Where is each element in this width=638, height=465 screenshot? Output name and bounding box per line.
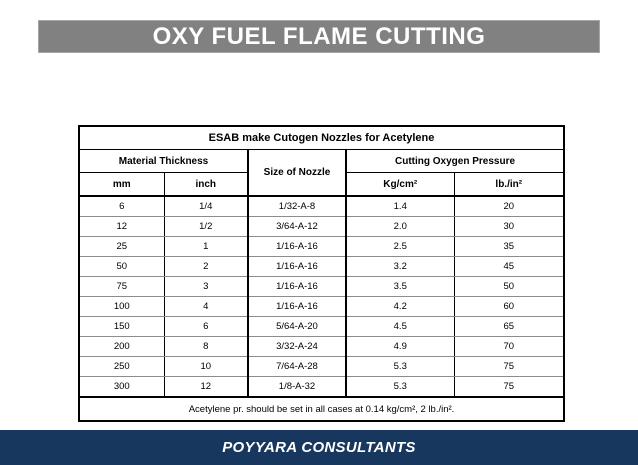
table-cell-lb: 20 <box>453 195 565 217</box>
table-cell-nozzle: 1/32-A-8 <box>247 195 347 217</box>
table-cell-inch: 1 <box>163 236 249 257</box>
table-cell-lb: 75 <box>453 376 565 398</box>
table-cell-nozzle: 3/64-A-12 <box>247 216 347 237</box>
table-cell-kg: 1.4 <box>345 195 455 217</box>
table-cell-lb: 65 <box>453 316 565 337</box>
table-row: 200 8 3/32-A-24 4.9 70 <box>78 336 565 357</box>
table-cell-lb: 35 <box>453 236 565 257</box>
table-cell-lb: 30 <box>453 216 565 237</box>
table-cell-inch: 2 <box>163 256 249 277</box>
table-cell-mm: 6 <box>78 195 165 217</box>
table-row: 250 10 7/64-A-28 5.3 75 <box>78 356 565 377</box>
table-row: 100 4 1/16-A-16 4.2 60 <box>78 296 565 317</box>
table-note: Acetylene pr. should be set in all cases… <box>78 396 565 422</box>
table-cell-kg: 2.0 <box>345 216 455 237</box>
table-cell-lb: 45 <box>453 256 565 277</box>
table-cell-mm: 50 <box>78 256 165 277</box>
table-cell-kg: 5.3 <box>345 356 455 377</box>
table-cell-mm: 75 <box>78 276 165 297</box>
table-cell-inch: 12 <box>163 376 249 398</box>
table-cell-inch: 1/4 <box>163 195 249 217</box>
table-row: 50 2 1/16-A-16 3.2 45 <box>78 256 565 277</box>
title-bar: OXY FUEL FLAME CUTTING <box>38 20 600 53</box>
slide-title: OXY FUEL FLAME CUTTING <box>152 22 486 50</box>
table-cell-lb: 70 <box>453 336 565 357</box>
table-row: 75 3 1/16-A-16 3.5 50 <box>78 276 565 297</box>
table-cell-mm: 300 <box>78 376 165 398</box>
table-cell-inch: 3 <box>163 276 249 297</box>
nozzle-table: ESAB make Cutogen Nozzles for Acetylene … <box>78 125 566 422</box>
table-row: 6 1/4 1/32-A-8 1.4 20 <box>78 195 565 217</box>
table-row: 150 6 5/64-A-20 4.5 65 <box>78 316 565 337</box>
col-size-of-nozzle: Size of Nozzle <box>247 149 347 197</box>
table-cell-mm: 25 <box>78 236 165 257</box>
table-cell-nozzle: 7/64-A-28 <box>247 356 347 377</box>
col-header-inch: inch <box>163 172 249 197</box>
table-cell-lb: 75 <box>453 356 565 377</box>
table-title: ESAB make Cutogen Nozzles for Acetylene <box>78 125 565 150</box>
table-cell-inch: 6 <box>163 316 249 337</box>
table-cell-nozzle: 1/8-A-32 <box>247 376 347 398</box>
table-cell-mm: 100 <box>78 296 165 317</box>
col-header-kg-cm2: Kg/cm² <box>345 172 455 197</box>
nozzle-table-body: 6 1/4 1/32-A-8 1.4 20 12 1/2 3/64-A-12 2.0 30 25 1 1… <box>78 195 565 398</box>
table-cell-inch: 10 <box>163 356 249 377</box>
table-cell-nozzle: 3/32-A-24 <box>247 336 347 357</box>
footer-bar: POYYARA CONSULTANTS <box>0 430 638 465</box>
table-sub-header-row: mm inch Kg/cm² lb./in² <box>78 172 565 197</box>
table-cell-kg: 4.9 <box>345 336 455 357</box>
col-header-mm: mm <box>78 172 165 197</box>
table-cell-nozzle: 1/16-A-16 <box>247 276 347 297</box>
table-cell-inch: 4 <box>163 296 249 317</box>
table-cell-nozzle: 1/16-A-16 <box>247 296 347 317</box>
table-cell-mm: 12 <box>78 216 165 237</box>
table-cell-kg: 3.2 <box>345 256 455 277</box>
col-group-cutting-oxygen-pressure: Cutting Oxygen Pressure <box>345 149 565 173</box>
table-cell-lb: 60 <box>453 296 565 317</box>
table-cell-nozzle: 1/16-A-16 <box>247 236 347 257</box>
table-cell-mm: 150 <box>78 316 165 337</box>
table-cell-inch: 1/2 <box>163 216 249 237</box>
table-cell-kg: 4.5 <box>345 316 455 337</box>
col-header-lb-in2: lb./in² <box>453 172 565 197</box>
table-note-row: Acetylene pr. should be set in all cases… <box>78 396 565 422</box>
table-cell-kg: 4.2 <box>345 296 455 317</box>
table-cell-kg: 5.3 <box>345 376 455 398</box>
table-cell-nozzle: 1/16-A-16 <box>247 256 347 277</box>
table-cell-nozzle: 5/64-A-20 <box>247 316 347 337</box>
table-cell-mm: 200 <box>78 336 165 357</box>
table-row: 25 1 1/16-A-16 2.5 35 <box>78 236 565 257</box>
table-row: 300 12 1/8-A-32 5.3 75 <box>78 376 565 398</box>
table-group-header-row: Material Thickness Size of Nozzle Cuttin… <box>78 149 565 197</box>
table-row: 12 1/2 3/64-A-12 2.0 30 <box>78 216 565 237</box>
col-group-material-thickness: Material Thickness <box>78 149 249 173</box>
table-cell-kg: 2.5 <box>345 236 455 257</box>
table-title-row: ESAB make Cutogen Nozzles for Acetylene <box>78 125 565 150</box>
table-cell-mm: 250 <box>78 356 165 377</box>
table-cell-kg: 3.5 <box>345 276 455 297</box>
table-cell-lb: 50 <box>453 276 565 297</box>
table-cell-inch: 8 <box>163 336 249 357</box>
footer-company-name: POYYARA CONSULTANTS <box>222 439 416 456</box>
